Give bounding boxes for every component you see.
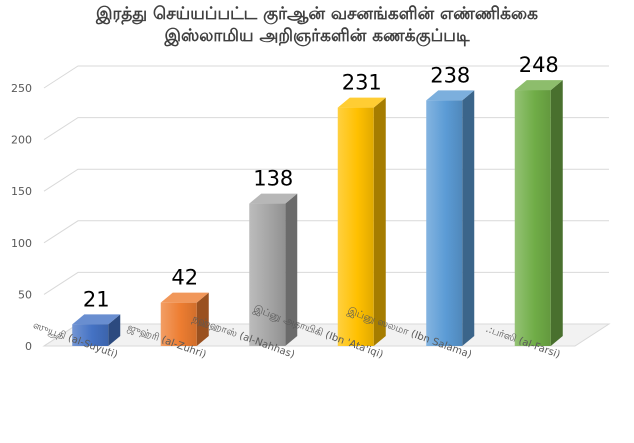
bar — [249, 193, 298, 346]
bar — [514, 80, 563, 347]
bar — [160, 292, 209, 346]
y-tick-label: 250 — [11, 82, 32, 95]
bar — [426, 90, 475, 346]
data-label: 21 — [83, 287, 110, 311]
data-label: 231 — [342, 71, 382, 95]
gridline — [43, 65, 609, 89]
bar — [337, 97, 386, 346]
bar — [72, 314, 121, 346]
y-tick-label: 100 — [11, 237, 32, 250]
chart-title-line-1: இரத்து செய்யப்பட்ட குர்ஆன் வசனங்களின் எண… — [95, 4, 539, 24]
data-label: 138 — [253, 167, 293, 191]
y-tick-label: 200 — [11, 134, 32, 147]
y-tick-label: 150 — [11, 185, 32, 198]
y-tick-label: 50 — [18, 288, 32, 301]
data-label: 238 — [430, 63, 470, 87]
data-label: 42 — [171, 266, 198, 290]
y-tick-label: 0 — [25, 340, 32, 353]
chart-title-line-2: இஸ்லாமிய அறிஞர்களின் கணக்குப்படி — [164, 26, 470, 46]
data-label: 248 — [519, 53, 559, 77]
